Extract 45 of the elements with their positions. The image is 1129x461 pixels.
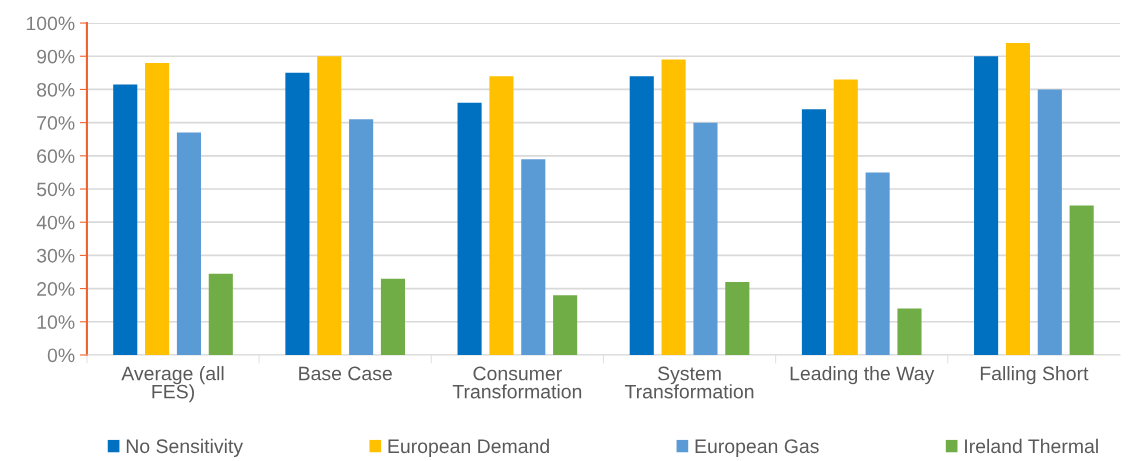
bar (457, 102, 482, 355)
bar (553, 295, 578, 355)
bar (725, 281, 750, 355)
legend-label: European Demand (388, 438, 549, 457)
bar (1069, 205, 1094, 355)
x-tick-label: Average (all FES) (121, 366, 224, 403)
bar (833, 79, 858, 355)
y-tick-label: 70% (37, 116, 75, 130)
bar (176, 132, 201, 355)
x-tick-label: Falling Short (980, 366, 1089, 385)
bar (145, 62, 170, 355)
bar (897, 308, 922, 355)
bar (1037, 89, 1062, 355)
bar (1005, 42, 1031, 355)
legend-label: No Sensitivity (126, 438, 244, 457)
x-tick-label: System Transformation (624, 366, 754, 399)
bar (521, 159, 546, 355)
bar (208, 273, 233, 355)
bar (801, 109, 826, 355)
y-tick-label: 90% (37, 49, 75, 64)
bar (317, 56, 342, 355)
x-tick-label: Consumer Transformation (452, 366, 582, 399)
bar (489, 76, 514, 355)
y-tick-label: 50% (36, 182, 75, 197)
bar (693, 122, 718, 355)
bar (865, 172, 890, 355)
y-tick-label: 30% (36, 248, 75, 263)
y-tick-label: 40% (36, 215, 75, 230)
y-tick-label: 0% (47, 348, 75, 363)
x-tick-label: Leading the Way (790, 366, 935, 385)
bar (113, 84, 138, 355)
x-tick-label: Base Case (299, 366, 392, 381)
y-tick-label: 20% (37, 282, 75, 296)
legend-label: European Gas (695, 439, 819, 457)
y-tick-label: 10% (37, 315, 75, 330)
y-tick-label: 60% (37, 149, 75, 164)
bar (974, 56, 999, 355)
bar (661, 59, 686, 355)
legend-label: Ireland Thermal (965, 438, 1098, 454)
y-tick-label: 80% (37, 82, 75, 97)
bar (349, 119, 374, 355)
bar (629, 76, 654, 355)
bar (380, 278, 406, 355)
y-tick-label: 100% (26, 16, 75, 31)
bar (285, 72, 310, 355)
